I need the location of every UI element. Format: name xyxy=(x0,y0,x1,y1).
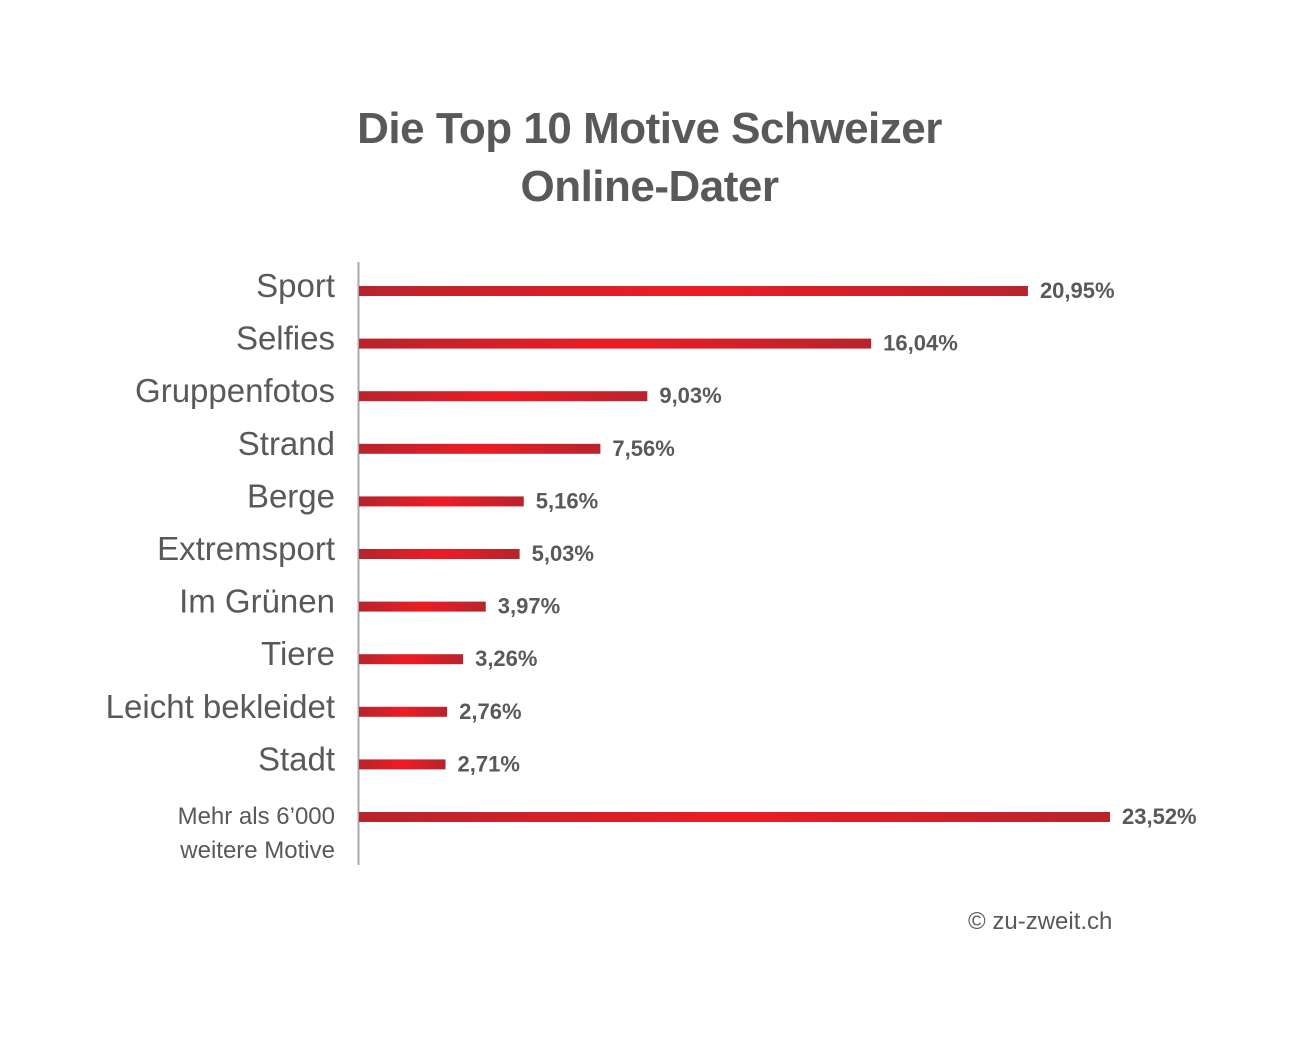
category-label-0: Sport xyxy=(256,267,335,304)
category-label-1: Selfies xyxy=(236,320,335,357)
bar-5 xyxy=(359,549,520,559)
value-label-5: 5,03% xyxy=(532,541,594,566)
value-labels-group: 20,95% 16,04% 9,03% 7,56% 5,16% 5,03% 3,97% 3,2… xyxy=(458,278,1197,829)
bar-3 xyxy=(359,443,601,454)
bars-group xyxy=(359,286,1110,822)
category-label-3: Strand xyxy=(238,425,335,462)
copyright-text: © zu-zweit.ch xyxy=(968,908,1113,935)
bar-7 xyxy=(359,654,464,665)
value-label-6: 3,97% xyxy=(498,594,560,619)
value-label-10: 23,52% xyxy=(1122,804,1197,829)
value-label-4: 5,16% xyxy=(536,488,598,513)
bar-9 xyxy=(359,759,446,770)
category-label-10: Mehr als 6’000 weitere Motive xyxy=(178,803,335,864)
category-label-10-line-0: Mehr als 6’000 xyxy=(178,803,335,830)
category-label-2: Gruppenfotos xyxy=(135,372,335,409)
category-label-5: Extremsport xyxy=(157,530,335,567)
value-label-0: 20,95% xyxy=(1040,278,1115,303)
bar-2 xyxy=(359,391,648,402)
chart-title-line-2: Online-Dater xyxy=(520,162,779,211)
bar-6 xyxy=(359,601,486,612)
bar-1 xyxy=(359,338,872,349)
bar-8 xyxy=(359,706,448,717)
value-label-7: 3,26% xyxy=(475,646,537,671)
bar-4 xyxy=(359,496,524,507)
value-label-1: 16,04% xyxy=(883,331,958,356)
value-label-9: 2,71% xyxy=(458,751,520,776)
category-label-4: Berge xyxy=(247,477,335,514)
category-labels-group: Sport Selfies Gruppenfotos Strand Berge Extre… xyxy=(106,267,335,864)
value-label-3: 7,56% xyxy=(612,436,674,461)
category-label-10-line-1: weitere Motive xyxy=(179,837,335,864)
category-label-9: Stadt xyxy=(258,740,335,777)
category-label-6: Im Grünen xyxy=(179,583,335,620)
bar-10 xyxy=(359,812,1110,822)
category-label-7: Tiere xyxy=(261,635,335,672)
value-label-2: 9,03% xyxy=(659,383,721,408)
chart-title-line-1: Die Top 10 Motive Schweizer xyxy=(357,104,942,153)
bar-0 xyxy=(359,286,1028,296)
chart-title: Die Top 10 Motive Schweizer Online-Dater xyxy=(0,100,1299,216)
category-label-8: Leicht bekleidet xyxy=(106,688,335,725)
value-label-8: 2,76% xyxy=(459,699,521,724)
